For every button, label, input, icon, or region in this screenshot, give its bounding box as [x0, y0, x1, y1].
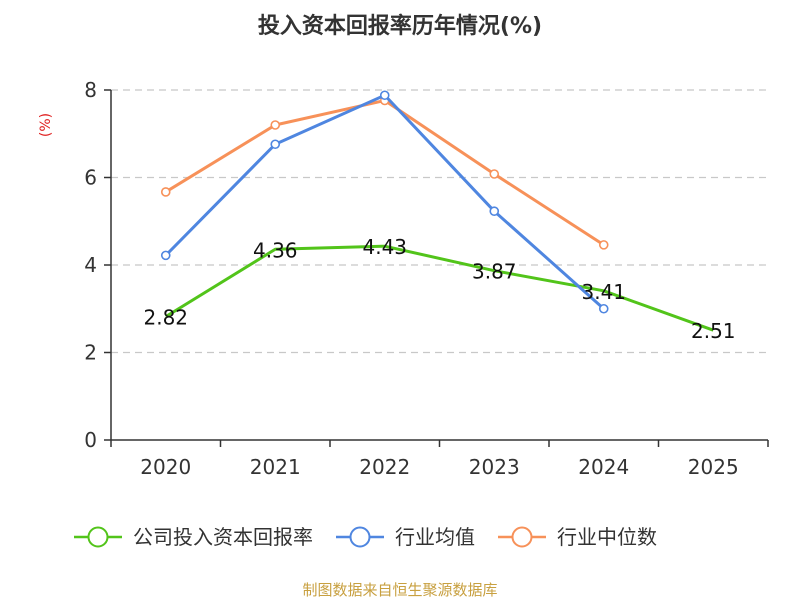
legend-marker [511, 526, 533, 548]
x-tick-label: 2021 [250, 455, 301, 479]
x-tick-label: 2022 [359, 455, 410, 479]
legend-label: 行业中位数 [557, 525, 657, 549]
data-labels: 2.82 4.36 4.43 3.87 3.41 2.51 [143, 235, 735, 343]
y-tick-label: 8 [84, 78, 97, 102]
grid-lines [111, 89, 768, 354]
x-tick-label: 2023 [469, 455, 520, 479]
legend-label: 公司投入资本回报率 [133, 525, 313, 549]
y-tick-label: 6 [84, 166, 97, 190]
source-note: 制图数据来自恒生聚源数据库 [302, 581, 497, 599]
legend-marker [349, 526, 371, 548]
legend-label: 行业均值 [395, 525, 475, 549]
data-label: 2.51 [691, 319, 736, 343]
data-label: 3.87 [472, 260, 517, 284]
series-line [164, 99, 605, 247]
y-tick-label: 0 [84, 428, 97, 452]
series-2 [160, 95, 609, 250]
data-label: 4.36 [253, 238, 298, 262]
data-point[interactable] [160, 187, 171, 197]
data-point[interactable] [598, 240, 609, 250]
chart-title: 投入资本回报率历年情况(%) [258, 13, 542, 39]
y-tick-label: 4 [84, 253, 97, 277]
data-point[interactable] [160, 250, 171, 261]
legend-item-1[interactable]: 行业均值 [336, 525, 475, 549]
data-point[interactable] [270, 120, 281, 130]
legend[interactable]: 公司投入资本回报率 行业均值 行业中位数 [74, 525, 657, 549]
legend-item-0[interactable]: 公司投入资本回报率 [74, 525, 313, 549]
data-point[interactable] [270, 139, 281, 150]
data-label: 2.82 [143, 306, 188, 330]
data-point[interactable] [489, 169, 500, 179]
series-1 [160, 90, 609, 314]
data-point[interactable] [379, 90, 390, 101]
y-tick-label: 2 [84, 341, 97, 365]
series-line [164, 244, 714, 332]
x-tick-label: 2020 [140, 455, 191, 479]
series-0 [164, 244, 714, 332]
x-tick-label: 2025 [688, 455, 739, 479]
legend-item-2[interactable]: 行业中位数 [498, 525, 657, 549]
data-label: 3.41 [581, 280, 626, 304]
series-layer [160, 90, 714, 332]
legend-marker [87, 526, 109, 548]
data-point[interactable] [489, 206, 500, 216]
x-tick-label: 2024 [578, 455, 629, 479]
y-axis-label: (%) [38, 113, 54, 137]
data-label: 4.43 [362, 235, 407, 259]
axes: 0 2 4 6 8 2020 2021 2022 2023 2024 2025 [84, 78, 769, 479]
data-point[interactable] [598, 303, 609, 314]
